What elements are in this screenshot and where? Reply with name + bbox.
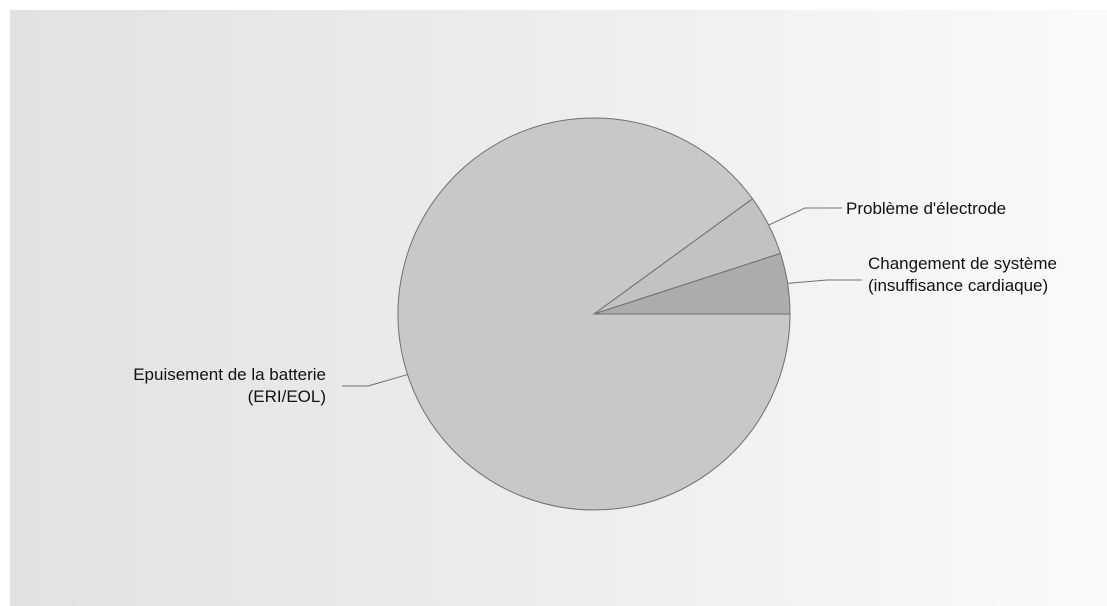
slice-label-line: Changement de système — [868, 254, 1057, 273]
leader-line-0 — [342, 374, 408, 387]
slice-label-line: Problème d'électrode — [846, 199, 1006, 218]
pie-slices — [397, 117, 791, 511]
slice-labels: Epuisement de la batterie (ERI/EOL) Problè… — [133, 199, 1057, 406]
slice-label-0: Epuisement de la batterie (ERI/EOL) — [133, 365, 326, 406]
pie-chart: Epuisement de la batterie (ERI/EOL) Problè… — [133, 117, 1057, 511]
chart-panel: Epuisement de la batterie (ERI/EOL) Problè… — [10, 10, 1107, 606]
leader-line-2 — [787, 279, 862, 284]
leader-line-1 — [768, 207, 842, 226]
slice-label-2: Changement de système (insuffisance cardi… — [868, 254, 1057, 295]
slice-label-line: (insuffisance cardiaque) — [868, 276, 1048, 295]
leader-lines — [342, 207, 862, 387]
slice-label-line: Epuisement de la batterie — [133, 365, 326, 384]
pie-slice-2 — [593, 252, 791, 315]
slice-label-line: (ERI/EOL) — [248, 387, 326, 406]
slice-label-1: Problème d'électrode — [846, 199, 1006, 218]
